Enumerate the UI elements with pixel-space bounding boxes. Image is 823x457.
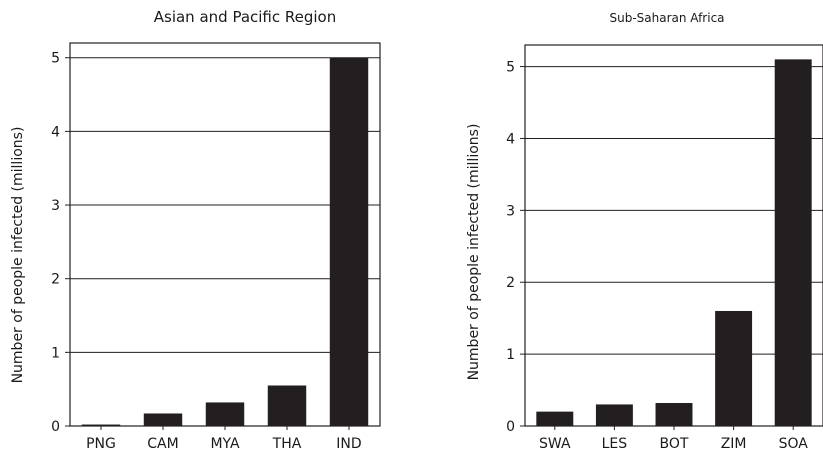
bar [267,385,307,426]
y-tick-label: 1 [51,345,60,361]
bar [536,411,574,426]
bar [81,424,121,426]
plot-area: 0 1 2 3 4 5 PNG CAM MYA THA IND [51,42,381,452]
bar [655,402,693,426]
x-tick-label: CAM [147,436,178,452]
chart-asia-pacific: Asian and Pacific Region Number of peopl… [10,8,381,452]
chart-title: Asian and Pacific Region [154,8,337,26]
x-tick-label: LES [602,436,628,452]
bar [715,310,753,426]
y-axis-label: Number of people infected (millions) [10,127,26,384]
y-tick-label: 0 [506,419,515,435]
bar [595,404,633,426]
bar [774,59,812,427]
chart-title: Sub-Saharan Africa [609,11,724,25]
chart-sub-saharan-africa: Sub-Saharan Africa Number of people infe… [466,11,823,452]
y-tick-label: 1 [506,347,515,363]
y-tick-label: 5 [51,51,60,67]
y-tick-label: 0 [51,419,60,435]
x-tick-label: MYA [210,436,240,452]
y-tick-label: 4 [51,124,60,140]
bar [329,57,369,426]
y-tick-label: 3 [51,198,60,214]
bar [205,402,245,426]
x-tick-label: IND [336,436,361,452]
y-tick-label: 3 [506,203,515,219]
y-tick-label: 2 [506,275,515,291]
y-tick-label: 5 [506,60,515,76]
y-tick-label: 2 [51,272,60,288]
x-tick-label: SWA [539,436,571,452]
plot-area: 0 1 2 3 4 5 SWA LES BOT ZIM SOA [506,44,823,452]
y-tick-label: 4 [506,131,515,147]
x-tick-label: BOT [660,436,689,452]
x-tick-label: ZIM [721,436,747,452]
x-tick-label: THA [272,436,302,452]
x-tick-label: SOA [779,436,809,452]
y-axis-label: Number of people infected (millions) [466,124,482,381]
x-tick-label: PNG [86,436,116,452]
bar [143,413,183,426]
